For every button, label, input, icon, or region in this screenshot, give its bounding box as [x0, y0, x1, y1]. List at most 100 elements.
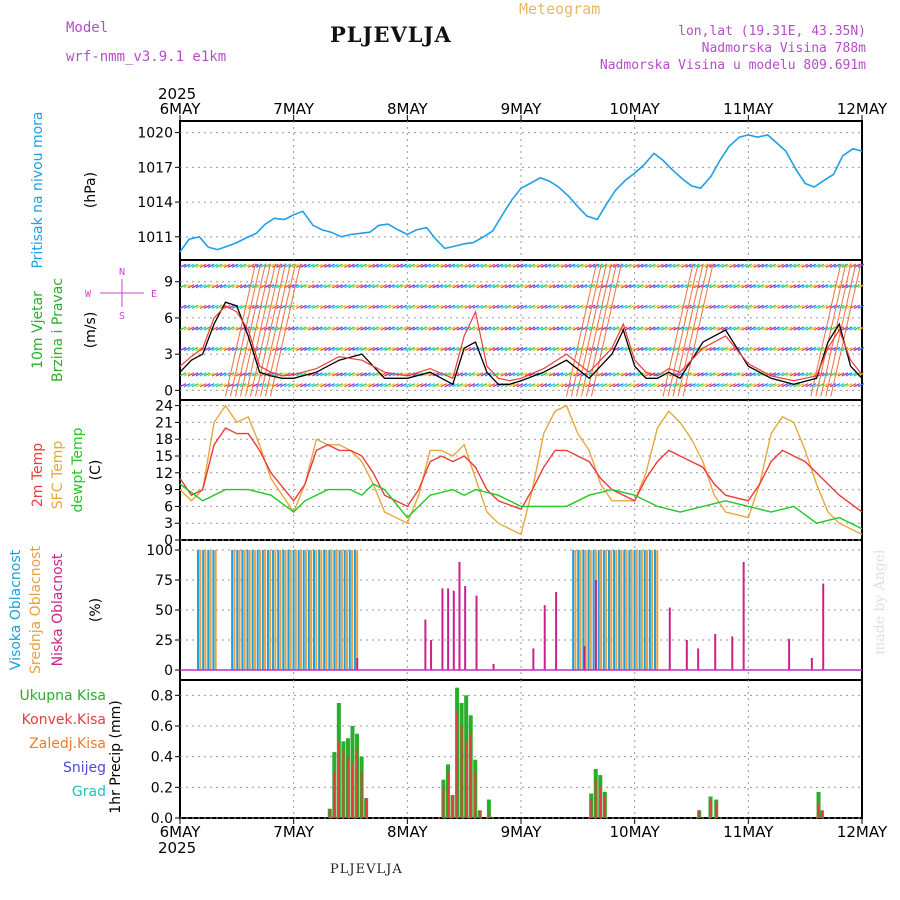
wind-hatch [810, 263, 842, 397]
y-tick-label: 25 [155, 633, 173, 649]
wind-barb [749, 346, 756, 352]
wind-barb [472, 372, 480, 377]
model-elevation-text: Nadmorska Visina u modelu 809.691m [599, 58, 866, 73]
wind-barb [444, 284, 452, 289]
wind-barb [372, 326, 379, 331]
wind-barb [227, 346, 235, 352]
wind-barb [709, 326, 716, 331]
mid-cloud-bar [620, 550, 623, 670]
wind-barb [199, 263, 207, 268]
wind-barb [296, 346, 303, 352]
wind-barb [340, 326, 347, 331]
wind-barb [364, 372, 371, 377]
wind-barb [629, 263, 636, 268]
wind-barb [721, 326, 728, 331]
low-cloud-bar [555, 592, 558, 670]
wind-barb [757, 346, 764, 352]
wind-barb [693, 383, 700, 388]
wind-barb [653, 383, 660, 388]
wind-barb [524, 346, 532, 352]
wind-barb [187, 372, 195, 377]
wind-barb [841, 326, 849, 331]
wind-barb [392, 263, 399, 268]
wind-barb [857, 346, 865, 352]
wind-barb [352, 372, 359, 377]
wind-barb [793, 284, 801, 289]
wind-barb [709, 284, 716, 289]
y-tick-label: 1017 [137, 160, 173, 176]
wind-barb [211, 346, 219, 352]
wind-barb [677, 263, 684, 268]
model-label: Model [66, 20, 109, 36]
wind-barb [360, 383, 367, 388]
wind-barb [540, 383, 548, 388]
wind-barb [829, 284, 837, 289]
wind-barb [608, 326, 616, 331]
wind-barb [616, 284, 624, 289]
wind-barb [765, 326, 773, 331]
wind-barb [717, 383, 724, 388]
wind-barb [629, 372, 636, 377]
wind-barb [432, 326, 440, 331]
wind-barb [356, 372, 363, 377]
wind-barb [360, 304, 367, 309]
wind-barb [356, 326, 363, 331]
wind-unit-label: (m/s) [83, 312, 99, 349]
wind-barb [625, 383, 632, 388]
wind-barb [300, 263, 307, 268]
wind-barb [360, 326, 367, 331]
wind-barb [749, 284, 756, 289]
wind-barb [721, 383, 728, 388]
wind-barb [396, 304, 403, 309]
wind-barb [384, 326, 391, 331]
wind-barb [464, 284, 472, 289]
x-tick-label-bottom: 10MAY [610, 823, 661, 841]
wind-barb [396, 263, 403, 268]
high-cloud-bar [302, 550, 305, 670]
wind-barb [524, 372, 532, 377]
wind-barb [673, 263, 680, 268]
cloud-unit-label: (%) [88, 598, 104, 622]
wind-barb [215, 284, 223, 289]
wind-barb [797, 263, 805, 268]
wind-barb [665, 326, 672, 331]
wind-barb [183, 284, 191, 289]
compass-w: W [85, 289, 92, 300]
wind-barb [741, 346, 748, 352]
wind-barb [380, 304, 387, 309]
wind-barb [781, 284, 789, 289]
wind-barb [805, 346, 813, 352]
wind-barb [556, 284, 564, 289]
wind-barb [528, 284, 536, 289]
mid-cloud-bar [584, 550, 587, 670]
wind-barb [380, 326, 387, 331]
x-tick-label-top: 11MAY [723, 100, 774, 118]
panel-frame [179, 399, 863, 541]
wind-barb [773, 372, 781, 377]
wind-barb [641, 326, 648, 331]
wind-barb [849, 372, 857, 377]
y-tick-label: 0.4 [151, 750, 173, 766]
wind-hatch [575, 263, 607, 397]
temp2m-axis-label: 2m Temp [30, 443, 46, 507]
wind-barb [769, 263, 777, 268]
wind-barb [183, 304, 191, 309]
wind-barb [199, 284, 207, 289]
wind-barb [324, 326, 331, 331]
wind-barb [512, 263, 520, 268]
wind-barb [348, 284, 355, 289]
wind-barb [633, 346, 640, 352]
wind-barb [348, 383, 355, 388]
mid-cloud-bar [264, 550, 267, 670]
mid-cloud-bar [340, 550, 343, 670]
wind-barb [769, 326, 777, 331]
mid-cloud-bar [325, 550, 328, 670]
wind-barb [392, 346, 399, 352]
wind-barb [336, 326, 343, 331]
wind-barb [488, 304, 496, 309]
wind-barb [697, 383, 704, 388]
wind-barb [713, 284, 720, 289]
wind-barb [320, 304, 327, 309]
wind-barb [769, 284, 777, 289]
wind-barb [312, 304, 319, 309]
